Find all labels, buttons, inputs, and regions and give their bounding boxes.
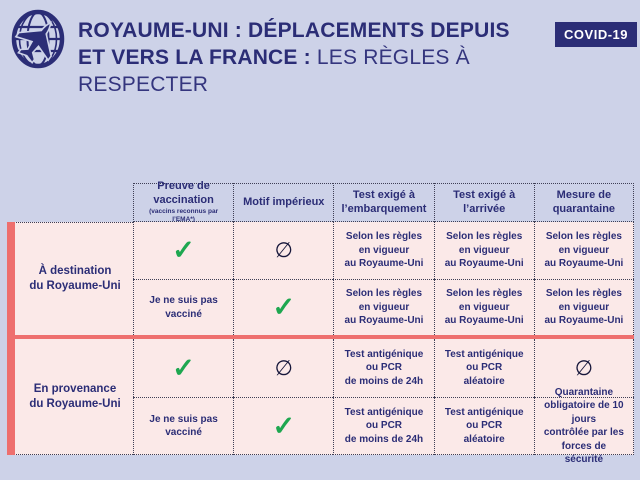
table-cell: Je ne suis pas vacciné [133, 279, 234, 335]
title-line-2-bold: ET VERS LA FRANCE : [78, 46, 317, 69]
table-cell: ∅ [233, 222, 334, 279]
table-cell: Selon les règles en vigueur au Royaume-U… [433, 222, 534, 279]
row-group-label-provenance: En provenance du Royaume-Uni [7, 339, 133, 455]
table-cell: Selon les règles en vigueur au Royaume-U… [433, 279, 534, 335]
table-cell: Selon les règles en vigueur au Royaume-U… [533, 222, 634, 279]
rules-table: Preuve de vaccination (vaccins reconnus … [7, 180, 634, 465]
page-title: ROYAUME-UNI : DÉPLACEMENTS DEPUIS ET VER… [78, 17, 548, 98]
table-cell: Selon les règles en vigueur au Royaume-U… [333, 279, 434, 335]
title-line-2: ET VERS LA FRANCE : LES RÈGLES À RESPECT… [78, 44, 548, 98]
column-header-vaccination: Preuve de vaccination (vaccins reconnus … [133, 180, 234, 223]
table-cell: ∅ [233, 339, 334, 397]
table-cell: Test antigénique ou PCR aléatoire [433, 339, 534, 397]
covid19-badge: COVID-19 [555, 22, 637, 47]
table-cell: Quarantaine obligatoire de 10 jours cont… [533, 387, 634, 465]
row-group-label-destination: À destination du Royaume-Uni [7, 222, 133, 335]
table-cell: ✓ [133, 339, 234, 397]
group-divider [7, 335, 634, 339]
table-cell: ✓ [133, 222, 234, 279]
table-cell: Test antigénique ou PCR aléatoire [433, 397, 534, 455]
table-cell: ∅ [533, 339, 634, 397]
table-cell: ✓ [233, 279, 334, 335]
globe-plane-icon [11, 9, 65, 69]
column-header-test-arrivee: Test exigé à l’arrivée [433, 183, 534, 222]
table-cell: Je ne suis pas vacciné [133, 397, 234, 455]
header-empty-cell [7, 183, 133, 222]
table-cell: ✓ [233, 397, 334, 455]
column-header-motif: Motif impérieux [233, 183, 334, 222]
column-header-test-embarquement: Test exigé à l’embarquement [333, 183, 434, 222]
table-cell: Selon les règles en vigueur au Royaume-U… [333, 222, 434, 279]
table-cell: Test antigénique ou PCR de moins de 24h [333, 339, 434, 397]
title-line-2-regular: LES RÈGLES À RESPECTER [78, 46, 470, 96]
table-cell: Selon les règles en vigueur au Royaume-U… [533, 279, 634, 335]
table-cell: Test antigénique ou PCR de moins de 24h [333, 397, 434, 455]
column-header-quarantaine: Mesure de quarantaine [533, 183, 634, 222]
title-line-1: ROYAUME-UNI : DÉPLACEMENTS DEPUIS [78, 19, 510, 42]
